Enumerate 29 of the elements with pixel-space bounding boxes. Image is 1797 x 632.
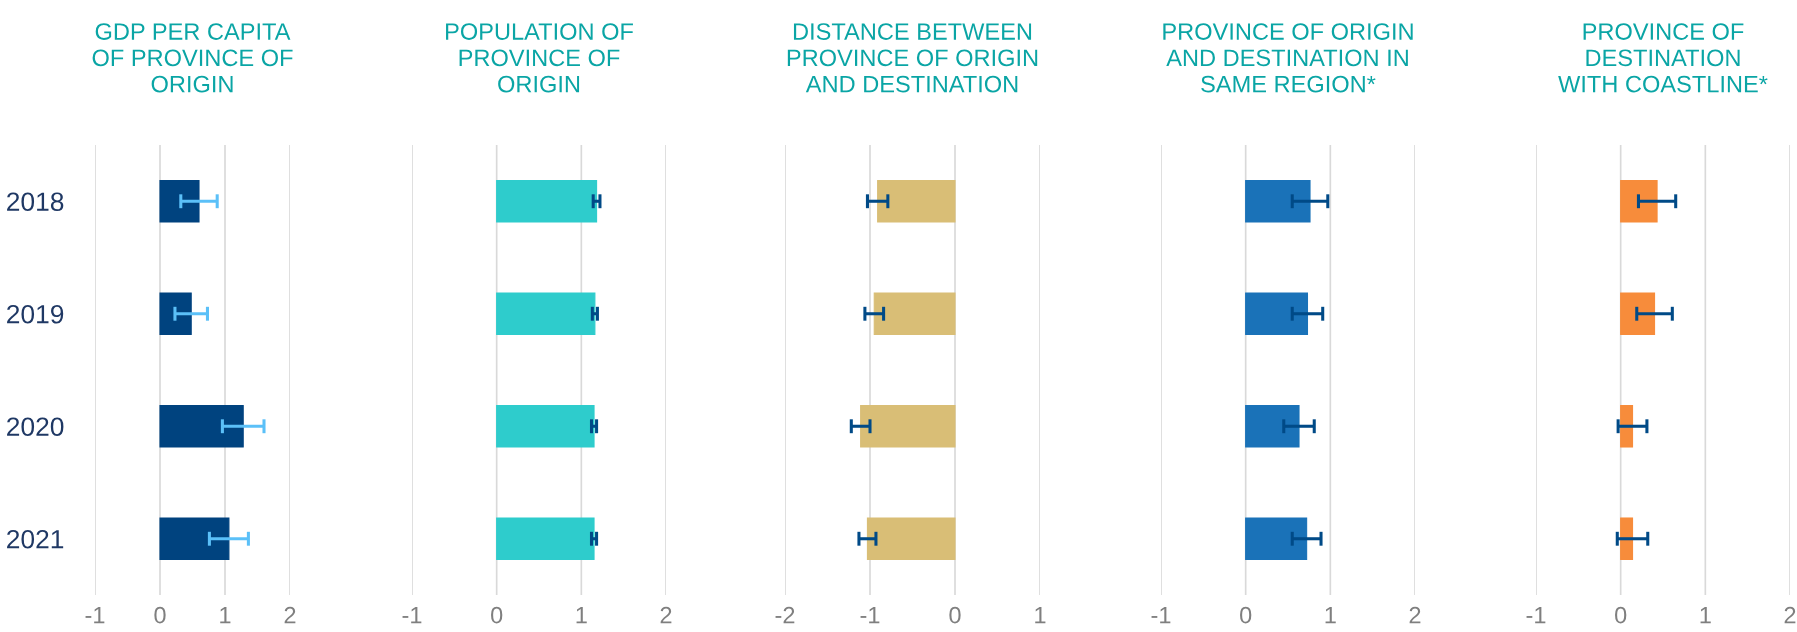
x-tick-label: 2 — [660, 606, 672, 624]
x-tick-label: 1 — [1325, 606, 1336, 624]
x-tick-label: 0 — [491, 606, 503, 624]
x-tick-label: -1 — [402, 606, 422, 624]
x-tick-label: 2 — [1409, 606, 1421, 624]
x-tick-label: -1 — [1526, 606, 1546, 624]
x-tick-label: 0 — [1615, 606, 1627, 624]
x-tick-label: 1 — [1035, 606, 1046, 624]
x-tick-label: 1 — [220, 606, 231, 624]
x-tick-label: -1 — [1151, 606, 1171, 624]
y-tick-label: 2018 — [7, 192, 64, 212]
x-tick-label: 0 — [1240, 606, 1252, 624]
x-tick-label: 1 — [1700, 606, 1711, 624]
chart-title: GDP PER CAPITA OF PROVINCE OF ORIGIN — [92, 23, 293, 93]
x-tick-label: 0 — [154, 606, 166, 624]
x-tick-label: 2 — [1784, 606, 1796, 624]
chart-title: PROVINCE OF DESTINATION WITH COASTLINE* — [1558, 23, 1768, 93]
chart-title: POPULATION OF PROVINCE OF ORIGIN — [446, 23, 633, 93]
chart-title: PROVINCE OF ORIGIN AND DESTINATION IN SAME REGION* — [1163, 23, 1413, 93]
chart-title: DISTANCE BETWEEN PROVINCE OF ORIGIN AND DESTINATION — [787, 23, 1038, 93]
y-tick-label: 2020 — [7, 417, 64, 437]
y-tick-label: 2021 — [7, 529, 64, 549]
x-tick-label: 0 — [949, 606, 961, 624]
x-tick-label: 1 — [576, 606, 587, 624]
x-tick-label: 2 — [284, 606, 296, 624]
x-tick-label: -1 — [860, 606, 880, 624]
x-tick-label: -1 — [85, 606, 105, 624]
x-tick-label: -2 — [775, 606, 795, 624]
y-tick-label: 2019 — [7, 304, 64, 324]
